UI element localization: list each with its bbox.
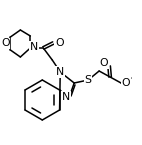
Text: S: S (85, 75, 92, 85)
Text: N: N (62, 92, 70, 102)
Text: O: O (1, 39, 10, 48)
Text: N: N (30, 42, 38, 52)
Text: O: O (55, 38, 64, 48)
Text: O: O (122, 78, 130, 88)
Text: N: N (56, 67, 64, 77)
Text: O: O (100, 58, 108, 68)
